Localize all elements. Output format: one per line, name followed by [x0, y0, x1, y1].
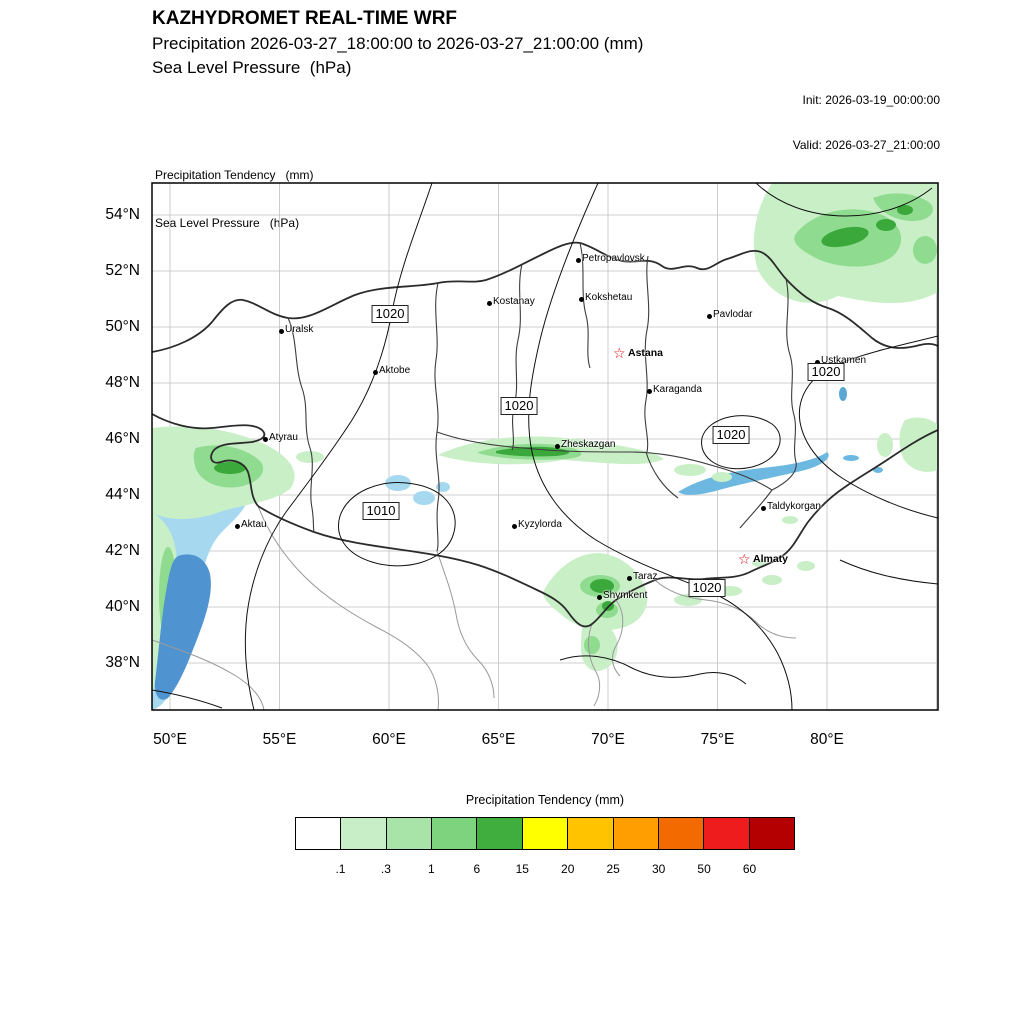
- colorbar-swatch: [749, 817, 795, 850]
- colorbar-swatch: [295, 817, 342, 850]
- plot-legend: Precipitation Tendency (mm) Sea Level Pr…: [155, 135, 314, 263]
- colorbar-tick: 15: [515, 862, 529, 876]
- colorbar-tick: 60: [742, 862, 757, 876]
- colorbar-tick: .1: [335, 862, 346, 876]
- subtitle-sea-level-pressure: Sea Level Pressure (hPa): [152, 58, 352, 77]
- colorbar-swatch: [658, 817, 705, 850]
- model-run-info: Init: 2026-03-19_00:00:00 Valid: 2026-03…: [793, 63, 940, 183]
- isobar-contours: [152, 183, 938, 710]
- colorbar-tick: 50: [697, 862, 711, 876]
- precip-heavy-blue: [154, 554, 211, 700]
- kazakhstan-border: [152, 241, 938, 628]
- oblast-borders: [287, 242, 797, 552]
- colorbar-swatch: [704, 817, 750, 850]
- colorbar-swatch: [613, 817, 659, 850]
- colorbar: [295, 817, 795, 850]
- valid-time: Valid: 2026-03-27_21:00:00: [792, 138, 940, 152]
- small-lakes: [385, 387, 883, 505]
- legend-precip-tendency: Precipitation Tendency (mm): [155, 168, 314, 182]
- subtitle-precipitation: Precipitation 2026-03-27_18:00:00 to 202…: [152, 34, 644, 53]
- colorbar-swatch: [568, 817, 614, 850]
- legend-sea-level-pressure: Sea Level Pressure (hPa): [155, 216, 300, 230]
- colorbar-swatch: [432, 817, 478, 850]
- page-title: KAZHYDROMET REAL-TIME WRF: [152, 8, 458, 29]
- colorbar-ticks: .1 .3 1 6 15 20 25 30 50 60: [295, 862, 795, 878]
- lake-balkhash: [678, 452, 829, 495]
- map-frame: [151, 182, 939, 711]
- colorbar-tick: 20: [561, 862, 575, 876]
- colorbar-swatch: [522, 817, 569, 850]
- colorbar-tick: .3: [380, 862, 391, 876]
- colorbar-swatch: [341, 817, 387, 850]
- colorbar-swatch: [477, 817, 523, 850]
- init-time: Init: 2026-03-19_00:00:00: [802, 93, 940, 107]
- precip-dark: [214, 205, 913, 611]
- colorbar-tick: 30: [651, 862, 666, 876]
- colorbar-title: Precipitation Tendency (mm): [465, 793, 625, 807]
- colorbar-tick: 1: [428, 862, 435, 876]
- colorbar-tick: 25: [606, 862, 620, 876]
- colorbar-swatch: [386, 817, 433, 850]
- colorbar-tick: 6: [473, 862, 481, 876]
- precip-light: [152, 183, 938, 700]
- neighbor-borders: [152, 505, 797, 710]
